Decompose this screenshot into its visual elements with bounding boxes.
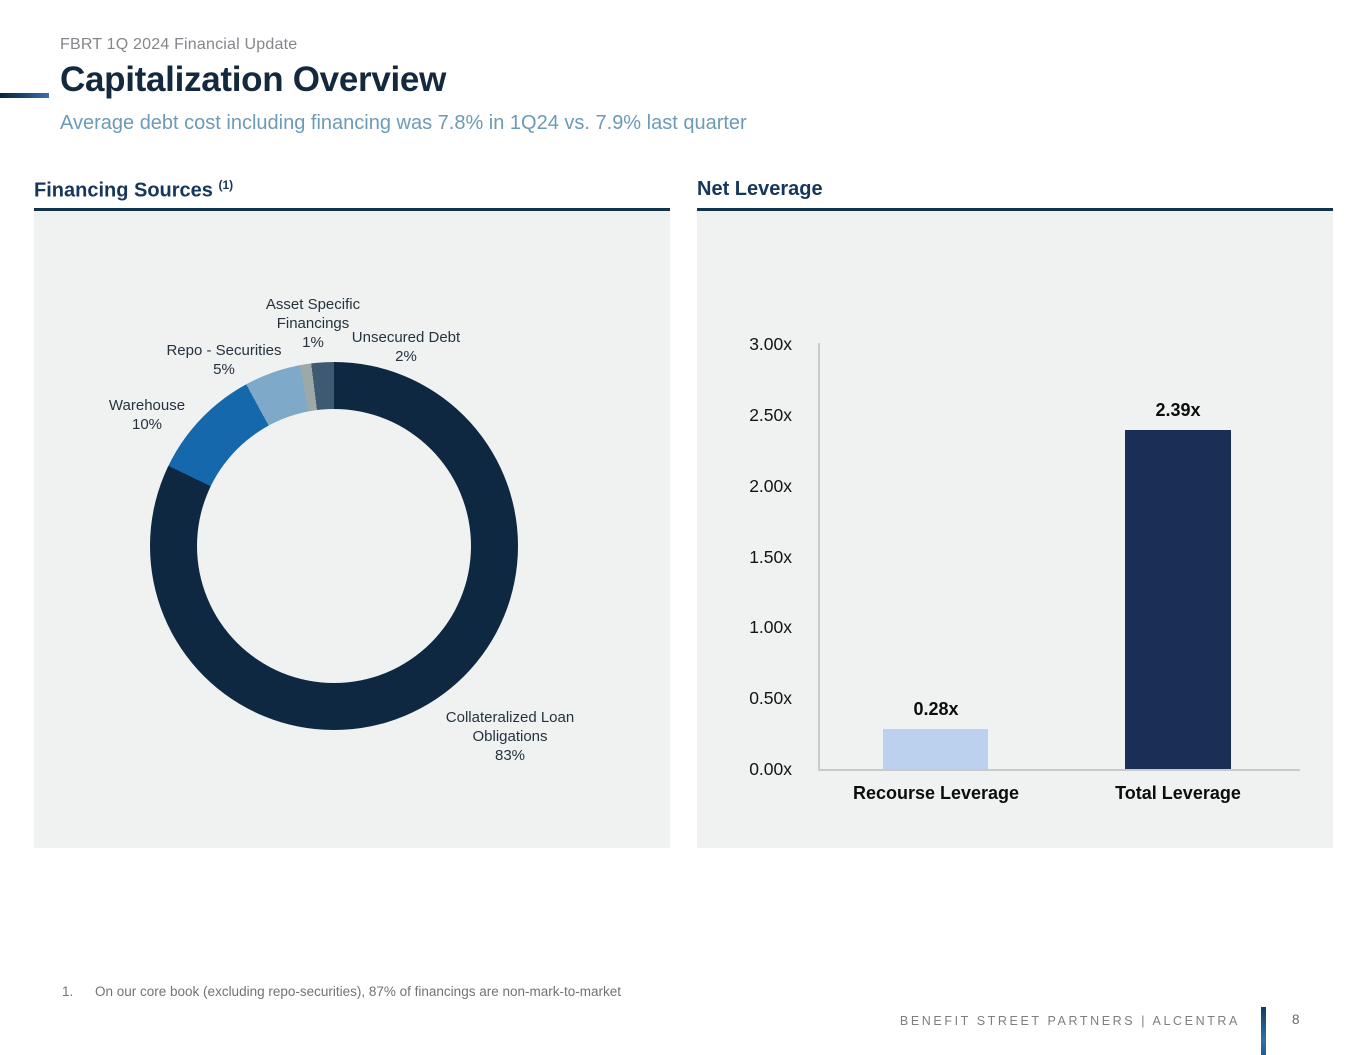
bar-value-recourse: 0.28x bbox=[913, 699, 959, 720]
footnote-text: On our core book (excluding repo-securit… bbox=[95, 984, 621, 999]
label-line: Unsecured Debt bbox=[351, 329, 461, 346]
slide-eyebrow: FBRT 1Q 2024 Financial Update bbox=[60, 36, 298, 53]
page-title: Capitalization Overview bbox=[60, 60, 446, 99]
bar-chart: 0.28x 2.39x Recourse Leverage Total Leve… bbox=[697, 211, 1333, 848]
financing-sources-heading: Financing Sources (1) bbox=[34, 178, 233, 203]
net-leverage-panel: 0.28x 2.39x Recourse Leverage Total Leve… bbox=[697, 211, 1333, 848]
label-value: 1% bbox=[302, 334, 324, 351]
donut-label-warehouse: Warehouse 10% bbox=[109, 396, 185, 434]
net-leverage-underline bbox=[697, 208, 1333, 211]
ytick-label: 1.00x bbox=[749, 617, 792, 638]
donut-label-collateralized-loan-obligations: Collateralized Loan Obligations 83% bbox=[446, 708, 574, 765]
donut-label-asset-specific-financings: Asset Specific Financings 1% bbox=[266, 295, 360, 352]
label-value: 10% bbox=[131, 416, 163, 433]
category-label-total-leverage: Total Leverage bbox=[1115, 783, 1241, 803]
page-number-accent-bar bbox=[1261, 1007, 1266, 1055]
x-axis-line bbox=[818, 769, 1300, 771]
net-leverage-heading-text: Net Leverage bbox=[697, 178, 823, 200]
ytick-label: 1.50x bbox=[749, 546, 792, 567]
label-line: Warehouse bbox=[108, 397, 186, 414]
category-label-recourse-leverage: Recourse Leverage bbox=[852, 783, 1020, 803]
page-number: 8 bbox=[1292, 1012, 1300, 1027]
label-line: Repo - Securities bbox=[166, 342, 282, 359]
donut-label-unsecured-debt: Unsecured Debt 2% bbox=[352, 328, 460, 366]
y-axis-line bbox=[818, 343, 820, 770]
label-line: Obligations bbox=[472, 728, 548, 745]
footer-brand: BENEFIT STREET PARTNERS | ALCENTRA bbox=[899, 1014, 1240, 1028]
ytick-label: 0.00x bbox=[749, 759, 792, 779]
ytick-label: 3.00x bbox=[749, 334, 792, 354]
bar-value-total: 2.39x bbox=[1155, 400, 1201, 421]
label-value: 83% bbox=[494, 747, 526, 764]
financing-sources-heading-text: Financing Sources bbox=[34, 179, 213, 202]
bar-total-leverage bbox=[1125, 430, 1231, 769]
ytick-label: 2.50x bbox=[749, 404, 792, 425]
financing-sources-panel: Collateralized Loan Obligations 83% Ware… bbox=[34, 211, 670, 848]
label-line: Financings bbox=[276, 315, 350, 332]
footnote: 1. On our core book (excluding repo-secu… bbox=[62, 984, 621, 999]
donut-label-repo-securities: Repo - Securities 5% bbox=[166, 341, 281, 379]
page-subtitle: Average debt cost including financing wa… bbox=[60, 112, 747, 134]
ytick-label: 0.50x bbox=[749, 688, 792, 709]
label-line: Collateralized Loan bbox=[445, 709, 575, 726]
label-line: Asset Specific bbox=[265, 296, 361, 313]
ytick-label: 2.00x bbox=[749, 475, 792, 496]
label-value: 5% bbox=[213, 361, 235, 378]
title-accent-dash bbox=[0, 93, 49, 98]
financing-sources-underline bbox=[34, 208, 670, 211]
footnote-reference: (1) bbox=[218, 178, 234, 192]
label-value: 2% bbox=[395, 348, 417, 365]
footnote-number: 1. bbox=[62, 984, 74, 999]
donut-hole bbox=[197, 409, 471, 683]
net-leverage-heading: Net Leverage bbox=[697, 178, 823, 201]
bar-recourse-leverage bbox=[883, 729, 988, 769]
